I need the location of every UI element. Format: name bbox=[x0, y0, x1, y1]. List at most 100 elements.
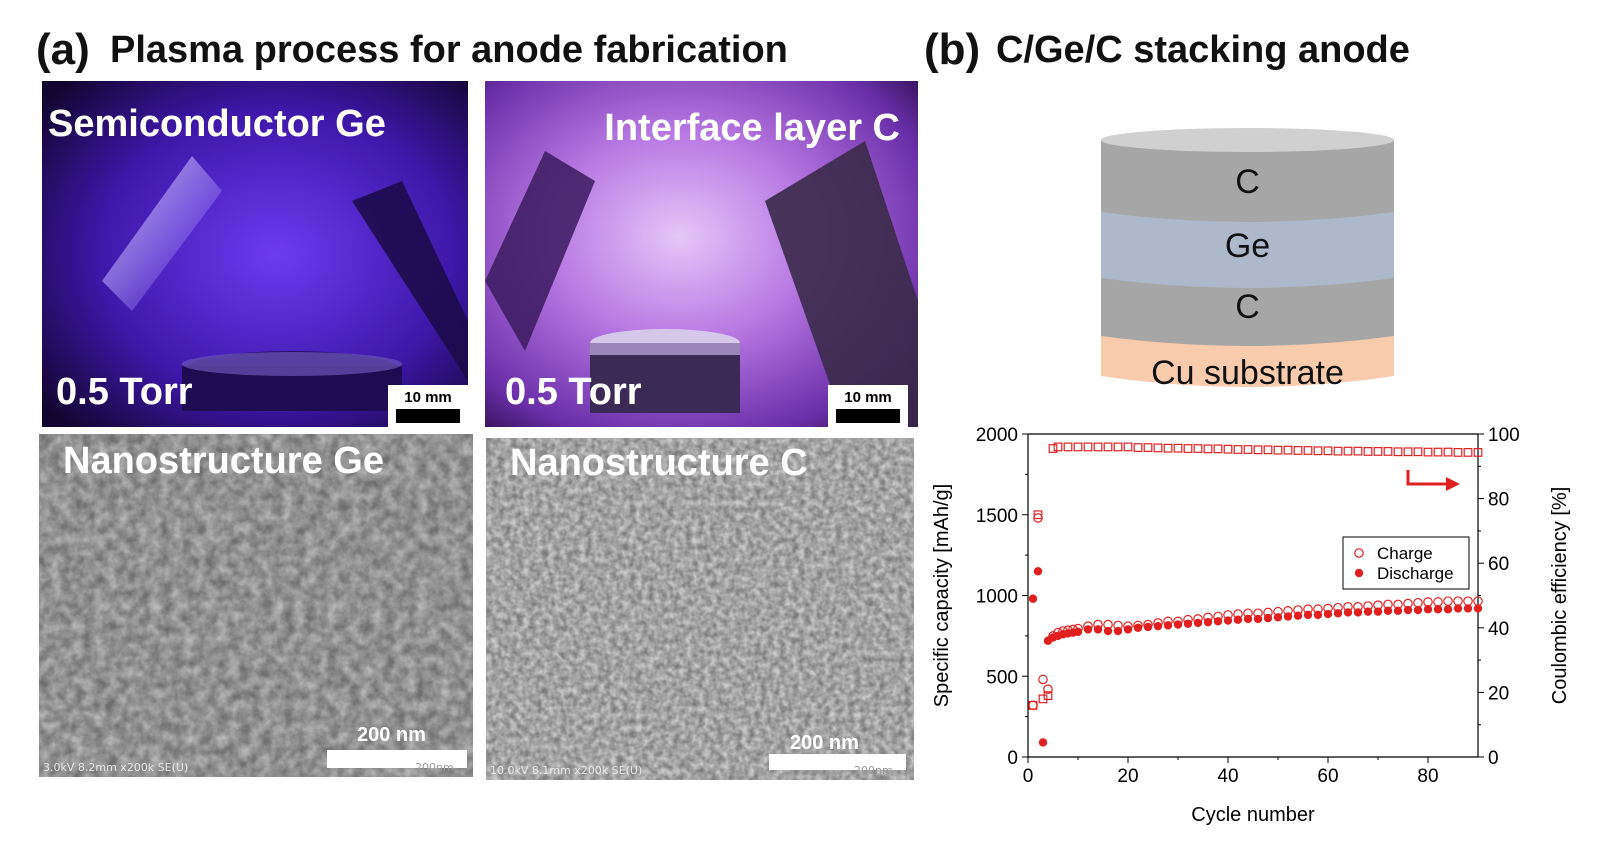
panel-a-title: Plasma process for anode fabrication bbox=[110, 29, 788, 71]
scale-bar-label: 10 mm bbox=[404, 389, 452, 406]
efficiency-point bbox=[1233, 445, 1243, 454]
y-tick-label: 1000 bbox=[976, 587, 1018, 608]
y2-tick-label: 40 bbox=[1488, 619, 1509, 640]
efficiency-point bbox=[1283, 445, 1293, 455]
efficiency-point bbox=[1463, 448, 1473, 457]
discharge-point bbox=[1223, 616, 1233, 625]
y2-tick-label: 0 bbox=[1488, 748, 1499, 769]
sem-scale-label: 200 nm bbox=[790, 732, 859, 754]
discharge-point bbox=[1363, 607, 1373, 616]
discharge-point bbox=[1313, 610, 1323, 620]
efficiency-point bbox=[1183, 444, 1193, 453]
efficiency-point bbox=[1453, 448, 1463, 457]
panel-b-letter: (b) bbox=[924, 25, 981, 74]
discharge-point bbox=[1163, 621, 1173, 630]
discharge-point bbox=[1433, 605, 1443, 614]
x-tick-label: 40 bbox=[1217, 766, 1238, 787]
efficiency-point bbox=[1203, 444, 1213, 454]
scale-bar-line bbox=[836, 409, 900, 423]
charge-point bbox=[1453, 596, 1463, 606]
discharge-point bbox=[1213, 617, 1223, 626]
legend-charge-label: Charge bbox=[1377, 544, 1433, 563]
efficiency-point bbox=[1393, 447, 1403, 457]
y-tick-label: 1500 bbox=[976, 506, 1018, 527]
efficiency-point bbox=[1103, 442, 1113, 452]
efficiency-point bbox=[1253, 445, 1263, 455]
plasma-photo-c: Interface layer C 0.5 Torr 10 mm bbox=[485, 81, 918, 427]
layer-label-ge: Ge bbox=[1224, 227, 1271, 265]
charge-point bbox=[1443, 596, 1453, 606]
sem-label: Nanostructure C bbox=[510, 442, 808, 484]
legend-charge-marker bbox=[1354, 548, 1364, 558]
sem-image-c: Nanostructure C 200 nm 10.0kV 8.1mm x200… bbox=[486, 438, 914, 780]
discharge-point bbox=[1413, 605, 1423, 615]
discharge-point bbox=[1153, 621, 1163, 631]
y-tick-label: 0 bbox=[1007, 748, 1018, 769]
efficiency-point bbox=[1123, 442, 1133, 452]
y2-axis-label: Coulombic efficiency [%] bbox=[1549, 487, 1571, 705]
discharge-point bbox=[1028, 594, 1038, 603]
y2-tick-label: 100 bbox=[1488, 425, 1520, 446]
efficiency-point bbox=[1263, 445, 1273, 455]
right-axis-arrow-head bbox=[1446, 477, 1460, 491]
discharge-point bbox=[1283, 612, 1293, 621]
efficiency-point bbox=[1143, 443, 1153, 452]
discharge-point bbox=[1423, 605, 1433, 614]
efficiency-point bbox=[1343, 446, 1353, 456]
discharge-point bbox=[1233, 615, 1243, 624]
efficiency-point bbox=[1363, 447, 1373, 456]
charge-point bbox=[1433, 597, 1443, 607]
scale-bar-label: 10 mm bbox=[844, 389, 892, 406]
discharge-point bbox=[1293, 611, 1303, 620]
efficiency-point bbox=[1433, 447, 1443, 457]
sem-footer-scale: 200nm bbox=[415, 761, 454, 774]
pressure-label: 0.5 Torr bbox=[56, 371, 193, 413]
efficiency-point bbox=[1243, 445, 1253, 454]
efficiency-point bbox=[1413, 447, 1423, 457]
efficiency-point bbox=[1153, 443, 1163, 453]
x-tick-label: 20 bbox=[1117, 766, 1138, 787]
y2-tick-label: 20 bbox=[1488, 683, 1509, 704]
efficiency-point bbox=[1383, 447, 1393, 456]
efficiency-point bbox=[1048, 444, 1058, 453]
charge-point bbox=[1413, 597, 1423, 608]
discharge-point bbox=[1143, 622, 1153, 632]
charge-point bbox=[1043, 684, 1053, 694]
y2-tick-label: 60 bbox=[1488, 554, 1509, 575]
discharge-point bbox=[1473, 604, 1483, 613]
scale-bar-line bbox=[396, 409, 460, 423]
y-tick-label: 2000 bbox=[976, 425, 1018, 446]
charge-point bbox=[1423, 597, 1433, 607]
efficiency-point bbox=[1443, 447, 1453, 457]
efficiency-point bbox=[1163, 443, 1173, 453]
discharge-point bbox=[1453, 604, 1463, 613]
discharge-point bbox=[1263, 613, 1273, 623]
x-tick-label: 80 bbox=[1417, 766, 1438, 787]
efficiency-point bbox=[1373, 447, 1383, 456]
efficiency-point bbox=[1193, 444, 1203, 453]
efficiency-point bbox=[1423, 447, 1433, 457]
discharge-point bbox=[1113, 626, 1123, 636]
pressure-label: 0.5 Torr bbox=[505, 371, 642, 413]
sem-footer: 10.0kV 8.1mm x200k SE(U) bbox=[490, 764, 643, 777]
sem-footer: 3.0kV 8.2mm x200k SE(U) bbox=[43, 761, 189, 774]
efficiency-point bbox=[1473, 448, 1483, 457]
layer-label-cu-substrate: Cu substrate bbox=[1151, 354, 1344, 392]
x-tick-label: 60 bbox=[1317, 766, 1338, 787]
legend-box bbox=[1342, 536, 1470, 590]
discharge-point bbox=[1273, 613, 1283, 622]
discharge-point bbox=[1253, 614, 1263, 624]
discharge-point bbox=[1443, 605, 1453, 614]
sem-scale-label: 200 nm bbox=[357, 724, 426, 746]
x-tick-label: 0 bbox=[1023, 766, 1034, 787]
discharge-point bbox=[1353, 608, 1363, 617]
discharge-point bbox=[1183, 619, 1193, 628]
efficiency-point bbox=[1403, 447, 1413, 457]
y-axis-label: Specific capacity [mAh/g] bbox=[931, 484, 953, 707]
sem-label: Nanostructure Ge bbox=[63, 440, 384, 482]
discharge-point bbox=[1083, 625, 1093, 634]
scale-bar: 10 mm bbox=[828, 385, 908, 427]
efficiency-point bbox=[1293, 446, 1303, 455]
discharge-point bbox=[1333, 609, 1343, 618]
y-tick-label: 500 bbox=[986, 667, 1018, 688]
